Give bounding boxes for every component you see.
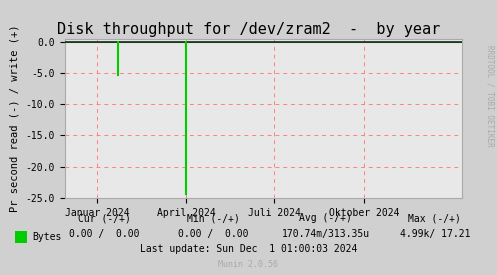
Text: Disk throughput for /dev/zram2  -  by year: Disk throughput for /dev/zram2 - by year [57, 22, 440, 37]
Text: Bytes: Bytes [32, 232, 62, 242]
Y-axis label: Pr second read (-) / write (+): Pr second read (-) / write (+) [10, 24, 20, 212]
Text: 4.99k/ 17.21: 4.99k/ 17.21 [400, 229, 470, 239]
Text: Last update: Sun Dec  1 01:00:03 2024: Last update: Sun Dec 1 01:00:03 2024 [140, 244, 357, 254]
Text: 0.00 /  0.00: 0.00 / 0.00 [69, 229, 140, 239]
Text: Cur (-/+): Cur (-/+) [78, 213, 131, 223]
Text: Min (-/+): Min (-/+) [187, 213, 240, 223]
Text: RRDTOOL / TOBI OETIKER: RRDTOOL / TOBI OETIKER [486, 45, 495, 147]
Text: 0.00 /  0.00: 0.00 / 0.00 [178, 229, 249, 239]
Text: Avg (-/+): Avg (-/+) [299, 213, 352, 223]
Text: Munin 2.0.56: Munin 2.0.56 [219, 260, 278, 269]
Text: Max (-/+): Max (-/+) [409, 213, 461, 223]
Text: 170.74m/313.35u: 170.74m/313.35u [281, 229, 370, 239]
